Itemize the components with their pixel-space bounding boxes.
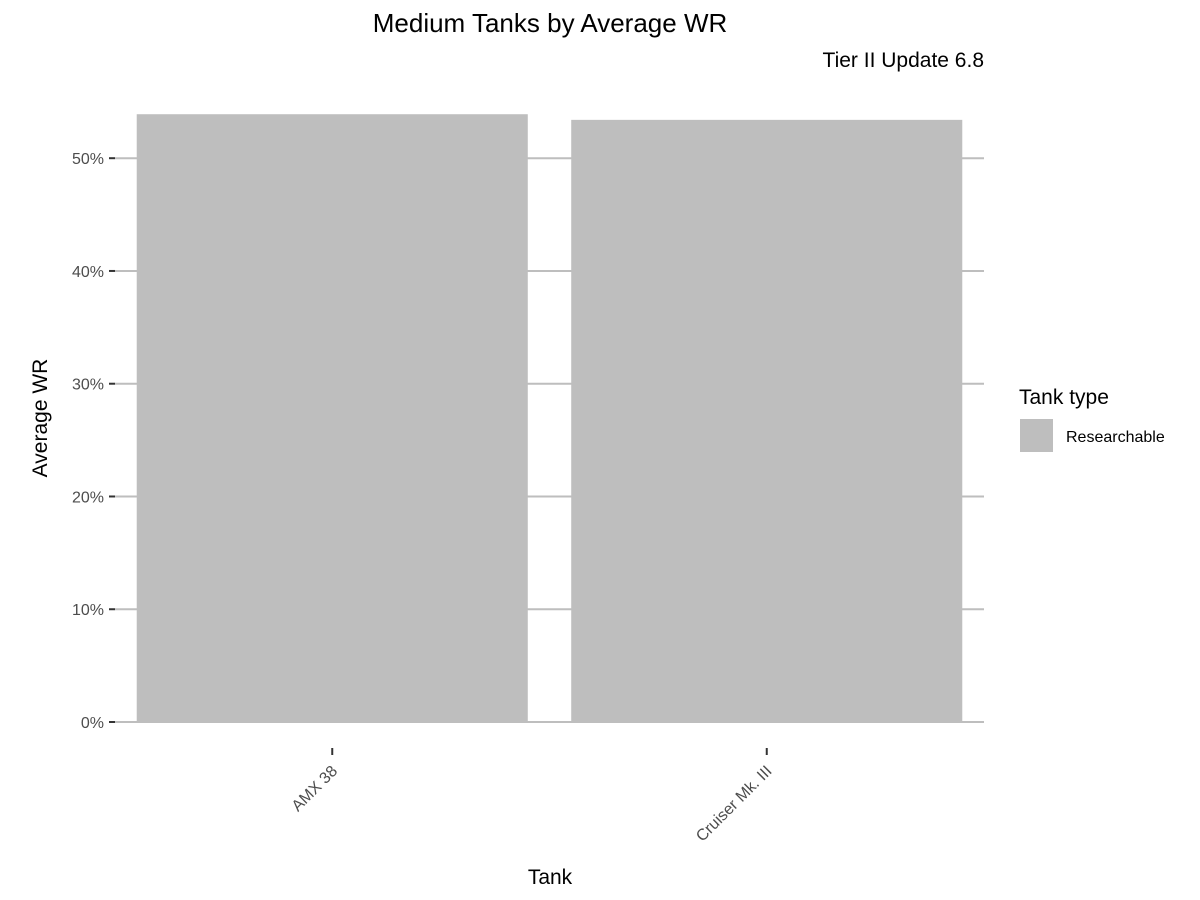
x-tick-label: Cruiser Mk. III: [693, 763, 775, 845]
x-tick-label: AMX 38: [289, 763, 341, 815]
y-tick-label: 20%: [72, 489, 104, 506]
chart-title: Medium Tanks by Average WR: [373, 8, 728, 38]
x-axis-ticks: AMX 38 Cruiser Mk. III: [289, 748, 776, 845]
bar: [571, 119, 963, 723]
y-tick-label: 50%: [72, 151, 104, 168]
legend-label-researchable: Researchable: [1066, 429, 1165, 446]
y-tick-label: 10%: [72, 602, 104, 619]
legend: Tank type Researchable: [1019, 386, 1165, 452]
y-axis-ticks: 0% 10% 20% 30% 40% 50%: [72, 151, 115, 732]
y-tick-label: 30%: [72, 377, 104, 394]
legend-title: Tank type: [1019, 386, 1109, 409]
y-tick-label: 40%: [72, 264, 104, 281]
bar: [136, 114, 528, 722]
y-axis-title: Average WR: [29, 359, 52, 478]
bars: [136, 114, 963, 723]
x-axis-title: Tank: [528, 866, 573, 889]
legend-key-researchable: [1020, 419, 1053, 452]
y-tick-label: 0%: [81, 715, 104, 732]
chart-subtitle: Tier II Update 6.8: [823, 49, 984, 72]
